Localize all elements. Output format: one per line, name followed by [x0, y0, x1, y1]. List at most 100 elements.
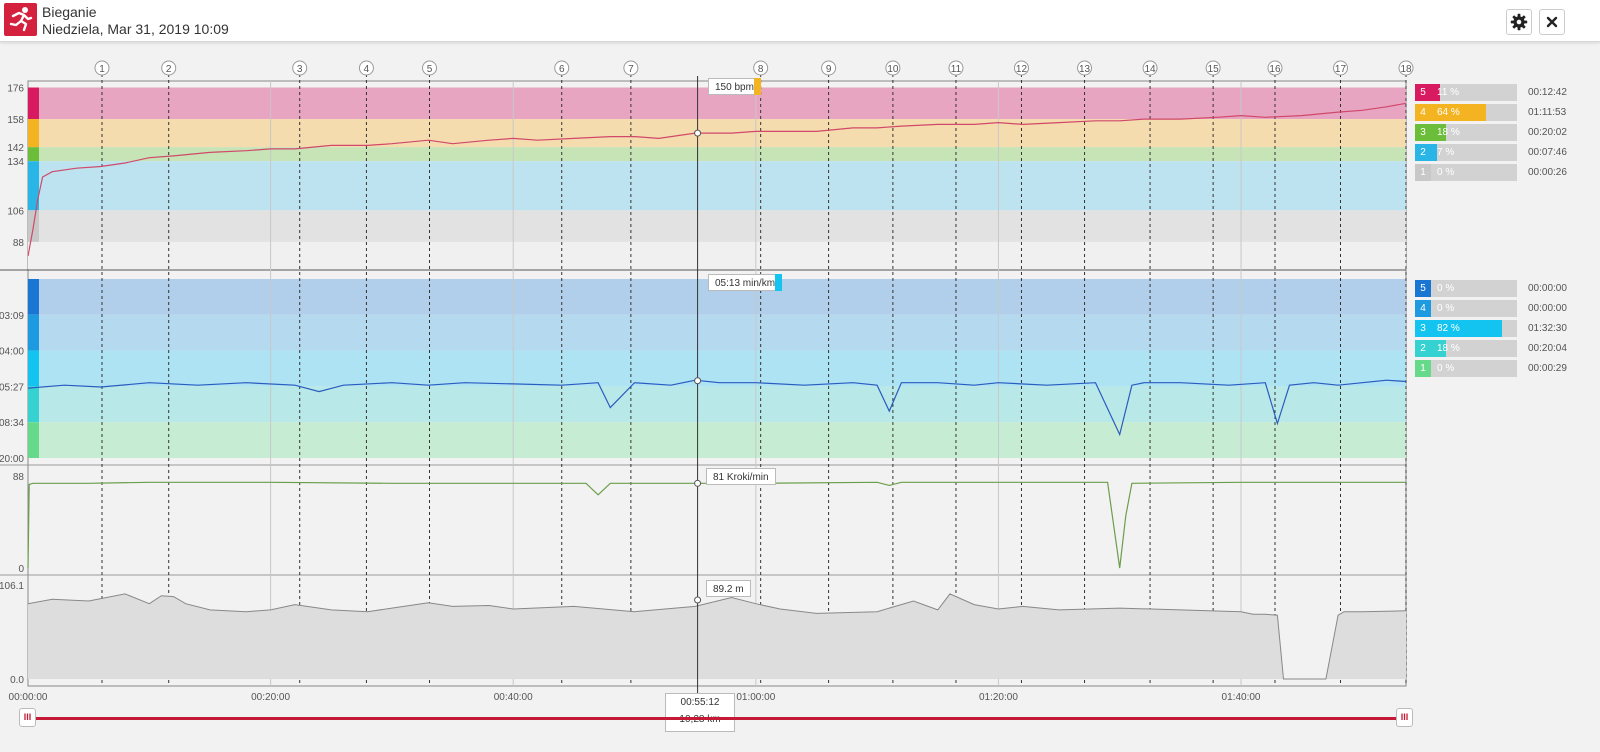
hr-legend-row: 3 18 %	[1415, 124, 1517, 141]
time-tick: 00:20:00	[251, 692, 290, 703]
pace-y-tick: 03:09	[0, 311, 24, 322]
pace-zone-time: 00:00:00	[1528, 283, 1567, 294]
hr-legend-bar	[1415, 104, 1487, 121]
hr-zone-bar-3	[28, 147, 39, 162]
pace-zone-percent: 0 %	[1437, 283, 1455, 294]
header-bar: Bieganie Niedziela, Mar 31, 2019 10:09	[0, 0, 1600, 42]
hr-y-tick: 106	[7, 206, 24, 217]
hr-y-tick: 134	[7, 157, 24, 168]
pace-zone-number: 3	[1415, 320, 1431, 337]
pace-zone-2	[28, 386, 1406, 423]
lap-label: 5	[427, 64, 433, 75]
range-slider-track[interactable]	[30, 717, 1405, 720]
hr-legend-row: 5 11 %	[1415, 84, 1517, 101]
lap-marker	[753, 60, 769, 76]
time-tick: 01:00:00	[736, 692, 775, 703]
lap-marker	[422, 60, 438, 76]
range-start-handle[interactable]: III	[19, 708, 36, 727]
hr-zone-number: 5	[1415, 84, 1431, 101]
cadence-y-tick: 0	[18, 564, 24, 575]
lap-marker	[623, 60, 639, 76]
lap-label: 10	[887, 64, 899, 75]
lap-marker	[885, 60, 901, 76]
hr-zone-time: 00:07:46	[1528, 147, 1567, 158]
lap-label: 15	[1208, 64, 1220, 75]
pace-zone-bar-3	[28, 350, 39, 387]
pace-y-tick: 08:34	[0, 418, 24, 429]
hr-zone-time: 01:11:53	[1528, 107, 1567, 118]
pace-legend-row: 4 0 %	[1415, 300, 1517, 317]
altitude-y-tick: 0.0	[10, 675, 24, 686]
hr-tooltip: 150 bpm	[708, 78, 761, 95]
close-icon	[1546, 16, 1558, 28]
cadence-y-tick: 88	[13, 472, 25, 483]
lap-marker	[161, 60, 177, 76]
time-tick: 00:00:00	[9, 692, 48, 703]
hr-zone-number: 2	[1415, 144, 1431, 161]
pace-zone-3	[28, 350, 1406, 387]
lap-marker	[1267, 60, 1283, 76]
hr-zone-number: 3	[1415, 124, 1431, 141]
hr-zone-time: 00:12:42	[1528, 87, 1567, 98]
gear-icon	[1510, 13, 1528, 31]
time-tick: 01:20:00	[979, 692, 1018, 703]
pace-zone-number: 4	[1415, 300, 1431, 317]
hr-zone-2	[28, 161, 1406, 211]
pace-y-tick: 05:27	[0, 382, 24, 393]
hr-legend-row: 4 64 %	[1415, 104, 1517, 121]
hr-zone-percent: 18 %	[1437, 127, 1460, 138]
lap-label: 14	[1144, 64, 1156, 75]
lap-marker	[292, 60, 308, 76]
lap-marker	[1013, 60, 1029, 76]
settings-button[interactable]	[1506, 9, 1532, 35]
hr-zone-1	[28, 210, 1406, 242]
hr-below-zone	[28, 241, 1406, 269]
cursor-point	[694, 479, 702, 487]
pace-zone-percent: 82 %	[1437, 323, 1460, 334]
hr-zone-bar-2	[28, 161, 39, 211]
pace-zone-1	[28, 422, 1406, 458]
hr-zone-number: 4	[1415, 104, 1431, 121]
page-title: Bieganie	[42, 4, 97, 20]
lap-marker	[1077, 60, 1093, 76]
lap-label: 11	[951, 64, 962, 75]
hr-zone-time: 00:00:26	[1528, 167, 1567, 178]
lap-marker	[358, 60, 374, 76]
pace-zone-number: 1	[1415, 360, 1431, 377]
pace-y-tick: 20:00	[0, 454, 24, 465]
pace-series-line	[27, 379, 1407, 437]
lap-label: 13	[1079, 64, 1091, 75]
lap-label: 17	[1335, 64, 1347, 75]
hr-zone-percent: 7 %	[1437, 147, 1455, 158]
pace-zone-percent: 0 %	[1437, 303, 1455, 314]
lap-marker	[1142, 60, 1158, 76]
pace-zone-time: 00:20:04	[1528, 343, 1567, 354]
close-button[interactable]	[1539, 9, 1565, 35]
lap-label: 9	[826, 64, 832, 75]
hr-zone-percent: 0 %	[1437, 167, 1455, 178]
lap-marker	[948, 60, 964, 76]
hr-zone-time: 00:20:02	[1528, 127, 1567, 138]
cursor-readout: 00:55:12 10,28 km	[665, 693, 735, 732]
hr-zone-3	[28, 147, 1406, 162]
lap-marker	[821, 60, 837, 76]
pace-zone-time: 00:00:00	[1528, 303, 1567, 314]
altitude-y-tick: 106.1	[0, 581, 24, 592]
time-tick: 01:40:00	[1222, 692, 1261, 703]
pace-legend-row: 3 82 %	[1415, 320, 1517, 337]
pace-zone-number: 2	[1415, 340, 1431, 357]
pace-legend-row: 2 18 %	[1415, 340, 1517, 357]
lap-marker	[1398, 60, 1414, 76]
pace-zone-number: 5	[1415, 280, 1431, 297]
altitude-series-line	[27, 593, 1407, 680]
pace-legend-row: 5 0 %	[1415, 280, 1517, 297]
pace-y-tick: 04:00	[0, 347, 24, 358]
pace-zone-bar-5	[28, 279, 39, 315]
hr-zone-percent: 64 %	[1437, 107, 1460, 118]
pace-zone-percent: 18 %	[1437, 343, 1460, 354]
lap-label: 8	[758, 64, 764, 75]
range-end-handle[interactable]: III	[1396, 708, 1413, 727]
hr-y-tick: 142	[7, 143, 24, 154]
lap-marker	[94, 60, 110, 76]
